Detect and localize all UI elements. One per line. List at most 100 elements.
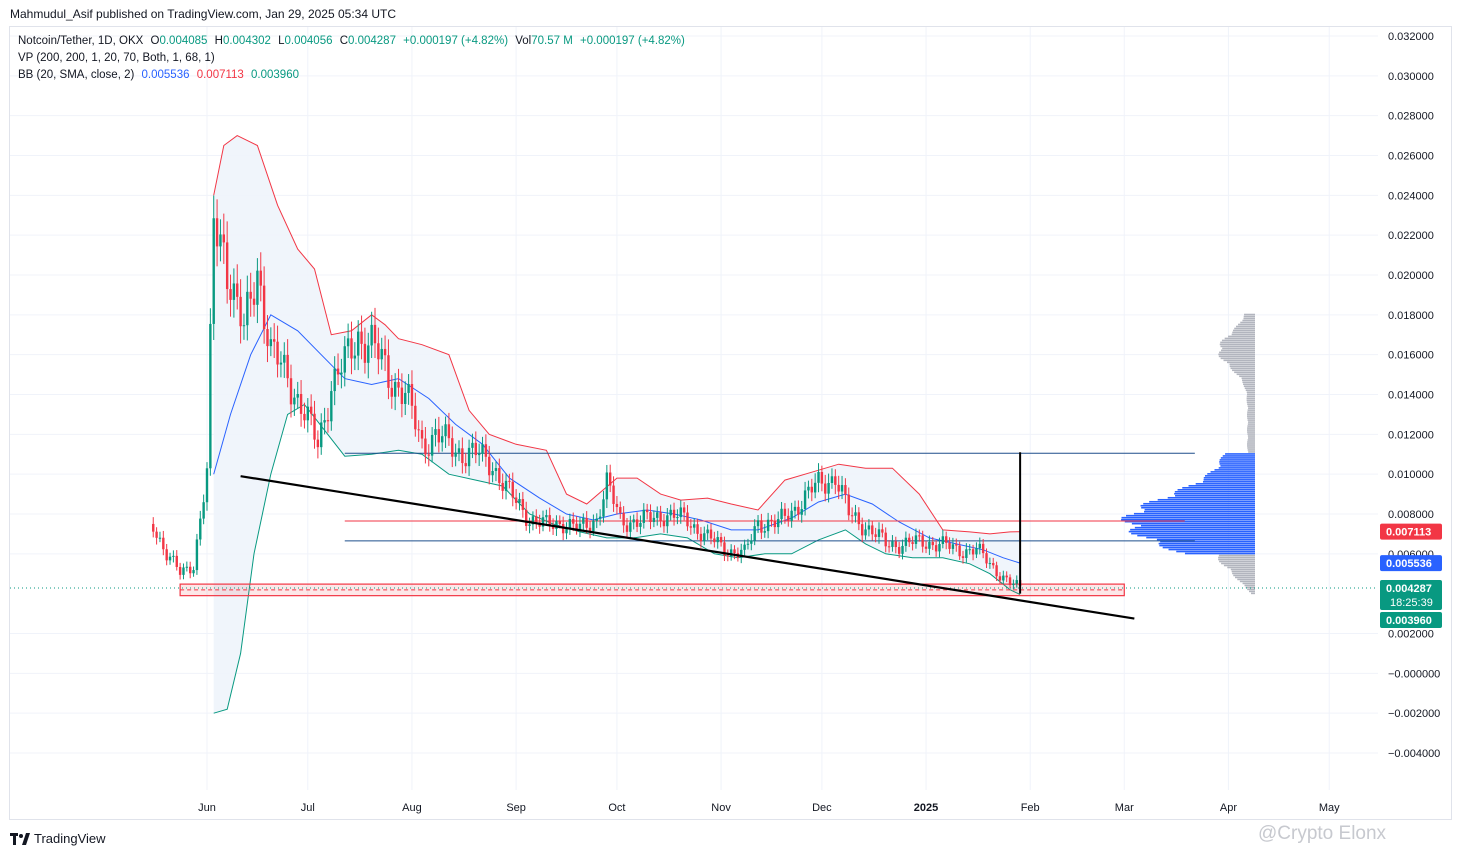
vp-row xyxy=(1247,435,1255,437)
candle-body xyxy=(444,424,447,437)
candle-body xyxy=(501,482,504,491)
vp-row xyxy=(1247,445,1255,447)
x-tick-label: 2025 xyxy=(914,802,938,814)
legend-bb-upper: 0.007113 xyxy=(196,69,244,81)
candle-body xyxy=(484,444,488,457)
candle-body xyxy=(494,468,498,471)
x-tick-label: Jul xyxy=(301,802,315,814)
vp-row xyxy=(1233,574,1255,577)
candle-body xyxy=(897,547,901,554)
vp-row xyxy=(1238,323,1255,326)
candle-body xyxy=(293,397,296,405)
candle-body xyxy=(703,533,706,542)
candle-body xyxy=(162,537,165,550)
vp-row xyxy=(1221,349,1255,352)
candle-body xyxy=(639,522,642,527)
y-tick-label: 0.030000 xyxy=(1388,71,1434,83)
candle-body xyxy=(437,429,441,443)
candle-body xyxy=(598,516,602,519)
candle-body xyxy=(686,512,689,527)
candle-body xyxy=(981,543,985,554)
candle-body xyxy=(780,508,783,520)
vp-row xyxy=(1230,367,1255,370)
vp-row xyxy=(1224,337,1255,340)
vp-row xyxy=(1156,538,1255,541)
vp-row xyxy=(1131,522,1255,525)
y-tick-label: 0.010000 xyxy=(1388,469,1434,481)
candle-body xyxy=(259,270,262,286)
candle-body xyxy=(316,439,320,448)
candle-body xyxy=(454,452,457,457)
vp-row xyxy=(1143,502,1255,505)
candle-body xyxy=(941,536,945,545)
y-tick-label: 0.020000 xyxy=(1388,270,1434,282)
tradingview-brand[interactable]: TradingView xyxy=(10,831,106,846)
candle-body xyxy=(847,494,850,516)
candle-body xyxy=(783,508,787,516)
candle-body xyxy=(894,541,897,548)
vp-row xyxy=(1245,586,1255,589)
candle-body xyxy=(857,512,861,525)
candle-body xyxy=(871,525,874,535)
candle-body xyxy=(424,438,427,455)
candle-body xyxy=(488,456,491,476)
candle-body xyxy=(1002,575,1005,581)
candle-body xyxy=(414,405,417,430)
vp-row xyxy=(1219,461,1255,463)
candle-body xyxy=(541,517,545,527)
vp-row xyxy=(1246,391,1255,394)
vp-row xyxy=(1126,514,1255,517)
vp-row xyxy=(1240,321,1255,324)
vp-row xyxy=(1219,343,1255,346)
candle-body xyxy=(504,480,508,491)
candle-body xyxy=(430,434,434,456)
candle-body xyxy=(733,549,736,554)
vp-row xyxy=(1229,365,1255,368)
vp-row xyxy=(1210,471,1255,473)
candle-body xyxy=(182,567,185,575)
legend-high-label: H xyxy=(214,35,223,47)
vp-row xyxy=(1230,568,1255,571)
candle-body xyxy=(971,549,975,555)
vp-row xyxy=(1159,544,1255,547)
legend-ohlc: Notcoin/Tether, 1D, OKX O0.004085 H0.004… xyxy=(18,35,689,47)
candle-body xyxy=(303,413,306,421)
vp-row xyxy=(1121,518,1255,521)
vp-row xyxy=(1219,351,1255,354)
vp-row xyxy=(1225,453,1255,455)
candle-body xyxy=(276,341,279,365)
candle-body xyxy=(746,543,750,545)
candle-body xyxy=(887,546,891,548)
vp-row xyxy=(1218,353,1255,356)
candle-body xyxy=(773,521,777,528)
candle-body xyxy=(273,339,276,342)
vp-row xyxy=(1218,355,1255,358)
price-label-value: 0.005536 xyxy=(1386,558,1432,570)
legend-low: 0.004056 xyxy=(284,35,333,47)
x-tick-label: Aug xyxy=(402,802,422,814)
candle-body xyxy=(192,570,195,574)
candle-body xyxy=(232,283,236,300)
candle-body xyxy=(367,345,370,363)
candle-body xyxy=(326,420,330,422)
x-tick-label: Oct xyxy=(608,802,625,814)
vp-row xyxy=(1220,357,1255,360)
price-label-value: 0.004287 xyxy=(1386,583,1432,595)
vp-row xyxy=(1247,409,1255,411)
candle-body xyxy=(622,512,625,526)
vp-row xyxy=(1134,526,1255,529)
candle-body xyxy=(289,378,293,405)
vp-row xyxy=(1219,459,1255,461)
candle-body xyxy=(370,324,373,346)
candle-body xyxy=(1012,583,1015,585)
vp-row xyxy=(1235,576,1255,579)
candle-body xyxy=(992,563,995,566)
candle-body xyxy=(225,242,229,290)
x-tick-label: Apr xyxy=(1220,802,1237,814)
candle-body xyxy=(199,518,202,540)
candle-body xyxy=(299,394,303,414)
candle-body xyxy=(427,454,430,456)
candle-body xyxy=(914,535,918,544)
vp-row xyxy=(1247,419,1255,421)
